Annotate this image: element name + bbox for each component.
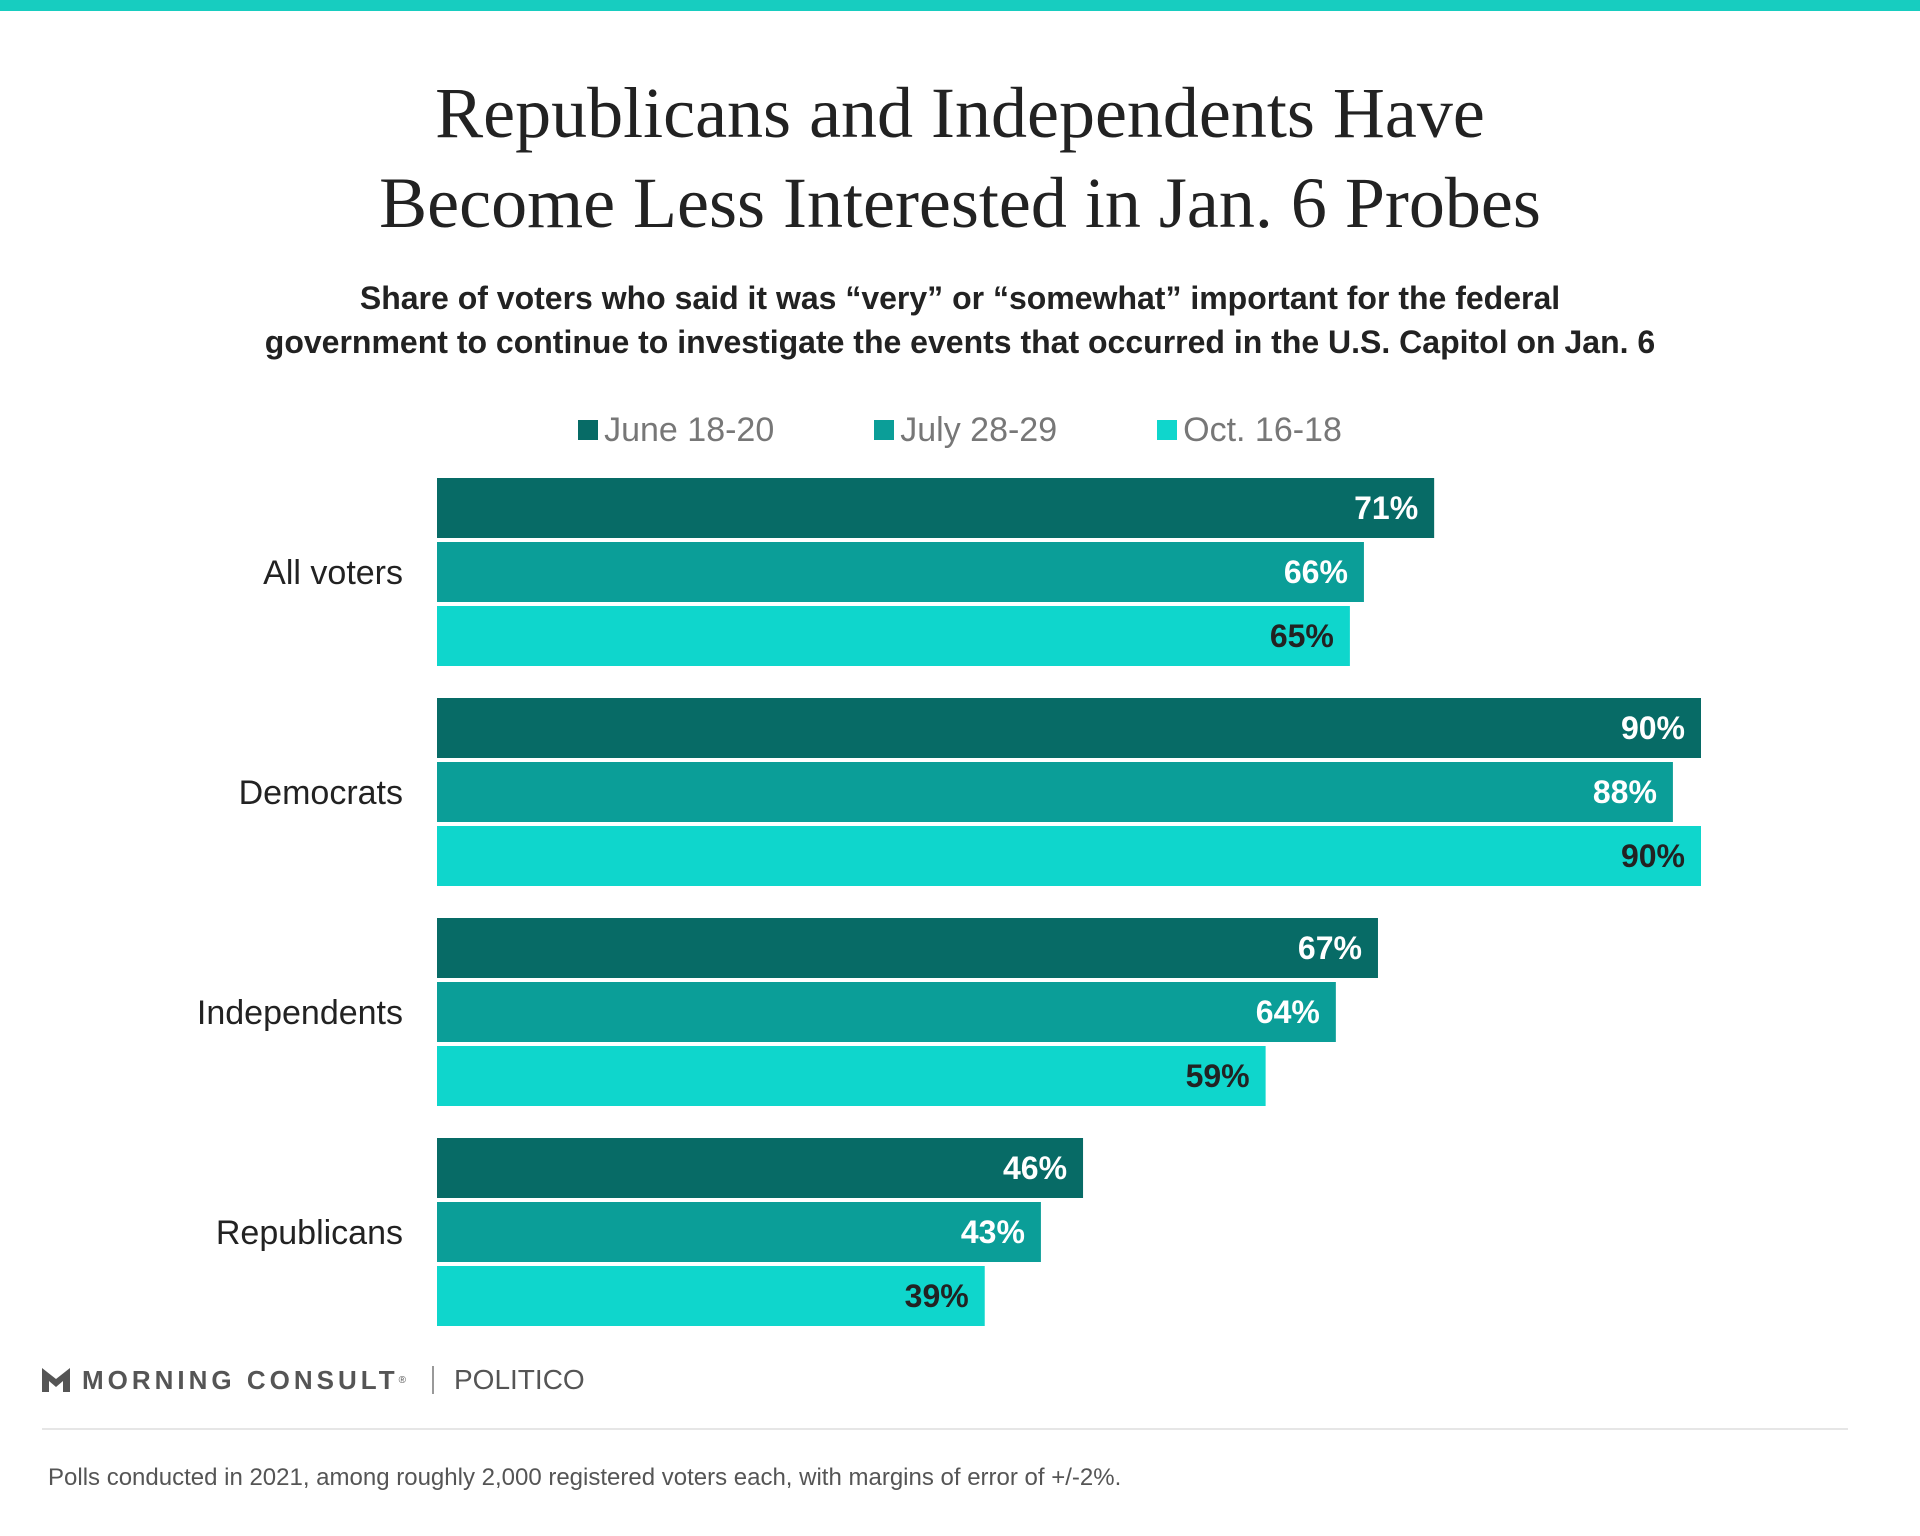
- data-label-republicans-oct-16-18: 39%: [905, 1278, 969, 1314]
- registered-mark: ®: [398, 1374, 406, 1386]
- chart-title: Republicans and Independents Have Become…: [0, 68, 1920, 248]
- bar-all-voters-july-28-29: [437, 542, 1364, 602]
- bar-independents-june-18-20: [437, 918, 1378, 978]
- data-label-all-voters-oct-16-18: 65%: [1270, 618, 1334, 654]
- bar-independents-oct-16-18: [437, 1046, 1266, 1106]
- category-label-republicans: Republicans: [216, 1214, 403, 1252]
- legend-item-july: July 28-29: [874, 408, 1057, 452]
- bar-chart: All voters 71%66% 65% Democrats 90% 88% 90% Ind…: [197, 478, 1701, 1326]
- bar-republicans-june-18-20: [437, 1138, 1084, 1198]
- morning-consult-logo-icon: [42, 1368, 70, 1392]
- bar-all-voters-oct-16-18: [437, 606, 1350, 666]
- bar-democrats-oct-16-18: [437, 826, 1701, 886]
- politico-wordmark: POLITICO: [454, 1364, 585, 1395]
- chart-legend: June 18-20 July 28-29 Oct. 16-18: [0, 408, 1920, 452]
- bar-independents-july-28-29: [437, 982, 1336, 1042]
- data-label-democrats-june-18-20: 90%: [1621, 710, 1685, 746]
- legend-label-october: Oct. 16-18: [1183, 411, 1342, 449]
- data-label-independents-oct-16-18: 59%: [1186, 1058, 1250, 1094]
- chart-title-line-2: Become Less Interested in Jan. 6 Probes: [379, 163, 1541, 243]
- bar-all-voters-june-18-20: [437, 478, 1435, 538]
- morning-consult-wordmark: MORNING CONSULT: [82, 1364, 399, 1395]
- bar-republicans-july-28-29: [437, 1202, 1041, 1262]
- legend-label-june: June 18-20: [604, 411, 775, 449]
- data-label-independents-june-18-20: 67%: [1298, 930, 1362, 966]
- footer-divider: [42, 1428, 1848, 1430]
- data-label-republicans-june-18-20: 46%: [1003, 1150, 1067, 1186]
- chart-subtitle-line-1: Share of voters who said it was “very” o…: [359, 280, 1561, 316]
- footnote: Polls conducted in 2021, among roughly 2…: [48, 1464, 1122, 1491]
- legend-item-october: Oct. 16-18: [1157, 408, 1342, 452]
- legend-item-june: June 18-20: [578, 408, 774, 452]
- legend-swatch-october: [1157, 420, 1178, 440]
- data-label-republicans-july-28-29: 43%: [961, 1214, 1025, 1250]
- legend-swatch-june: [578, 420, 599, 440]
- data-label-democrats-july-28-29: 88%: [1593, 774, 1657, 810]
- morning-consult-logo: MORNING CONSULT ® POLITICO: [42, 1362, 585, 1398]
- chart-subtitle: Share of voters who said it was “very” o…: [0, 276, 1920, 364]
- legend-swatch-july: [874, 420, 895, 440]
- logo-separator: [432, 1366, 434, 1394]
- bar-democrats-june-18-20: [437, 698, 1701, 758]
- bar-republicans-oct-16-18: [437, 1266, 985, 1326]
- category-label-all-voters: All voters: [263, 554, 403, 592]
- chart-subtitle-line-2: government to continue to investigate th…: [264, 324, 1656, 360]
- bar-democrats-july-28-29: [437, 762, 1673, 822]
- data-label-independents-july-28-29: 64%: [1256, 994, 1320, 1030]
- chart-title-line-1: Republicans and Independents Have: [435, 73, 1485, 153]
- category-label-independents: Independents: [197, 994, 403, 1032]
- data-label-democrats-oct-16-18: 90%: [1621, 838, 1685, 874]
- legend-label-july: July 28-29: [900, 411, 1058, 449]
- data-label-all-voters-july-28-29: 66%: [1284, 554, 1348, 590]
- top-accent-bar: [0, 0, 1920, 11]
- category-label-democrats: Democrats: [239, 774, 403, 812]
- data-label-all-voters-june-18-20: 71%: [1354, 490, 1418, 526]
